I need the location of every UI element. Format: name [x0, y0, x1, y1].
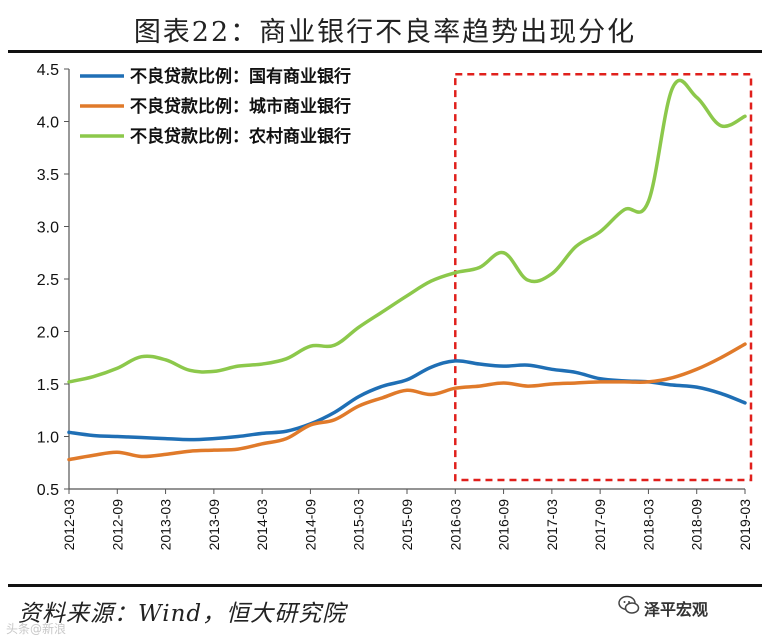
x-tick-label: 2016-09 [496, 499, 512, 551]
highlight-box [454, 73, 753, 482]
top-rule [8, 50, 762, 53]
legend-label: 不良贷款比例：城市商业银行 [130, 96, 351, 117]
x-tick-label: 2016-03 [447, 499, 463, 551]
y-tick-label: 1.5 [37, 377, 59, 394]
x-tick-label: 2017-09 [592, 499, 608, 551]
y-tick-label: 1.0 [37, 430, 59, 447]
watermark: 头条@新浪 [6, 622, 67, 636]
source-note: 资料来源：Wind，恒大研究院 [18, 601, 347, 627]
x-tick-label: 2012-09 [109, 499, 125, 551]
y-tick-label: 2.5 [37, 272, 59, 289]
y-tick-label: 3.5 [37, 167, 59, 184]
x-tick-label: 2014-03 [254, 499, 270, 551]
bottom-rule [8, 584, 762, 587]
wechat-icon [618, 595, 640, 614]
x-tick-label: 2015-03 [351, 499, 367, 551]
series-rural-banks-line [67, 78, 747, 384]
x-tick-label: 2018-03 [640, 499, 656, 551]
y-tick-label: 2.0 [37, 325, 59, 342]
legend-label: 不良贷款比例：农村商业银行 [130, 126, 351, 147]
chart-title: 图表22：商业银行不良率趋势出现分化 [133, 17, 637, 48]
legend-label: 不良贷款比例：国有商业银行 [130, 66, 351, 87]
highlight-region [454, 73, 753, 482]
x-tick-label: 2012-03 [61, 499, 77, 551]
x-tick-label: 2018-09 [689, 499, 705, 551]
series-city-banks-line [67, 342, 747, 462]
x-tick-label: 2015-09 [399, 499, 415, 551]
chart-series [67, 78, 747, 462]
chart-axes: 0.5 1.0 1.5 2.0 2.5 3.0 3.5 4.0 4.5 2012-03 2012-0… [37, 62, 753, 550]
line-chart: 0.5 1.0 1.5 2.0 2.5 3.0 3.5 4.0 4.5 2012-03 2012-0… [37, 62, 753, 550]
y-tick-label: 0.5 [37, 482, 59, 499]
x-tick-label: 2017-03 [544, 499, 560, 551]
series-state-banks-line [67, 359, 747, 442]
brand-label: 泽平宏观 [644, 600, 709, 619]
x-tick-label: 2019-03 [737, 499, 753, 551]
y-tick-label: 4.0 [37, 115, 59, 132]
y-tick-label: 4.5 [37, 62, 59, 79]
x-tick-label: 2014-09 [302, 499, 318, 551]
x-tick-label: 2013-09 [206, 499, 222, 551]
x-tick-label: 2013-03 [158, 499, 174, 551]
y-tick-label: 3.0 [37, 220, 59, 237]
